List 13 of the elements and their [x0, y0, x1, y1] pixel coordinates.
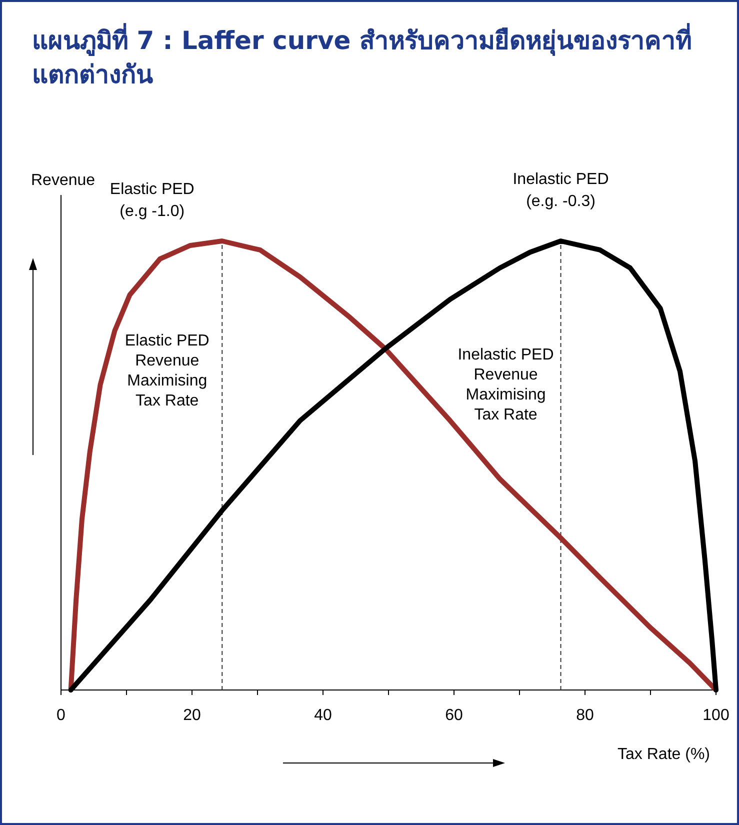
series-label: Elastic PED (e.g -1.0)	[110, 181, 194, 220]
y-axis-title: Revenue	[31, 172, 96, 189]
x-tick-label: 100	[702, 707, 730, 724]
x-tick-label: 0	[56, 707, 66, 724]
ref-line-label: Inelastic PED Revenue Maximising Tax Rate	[458, 346, 554, 424]
x-tick-label: 40	[314, 707, 332, 724]
x-tick-label: 60	[445, 707, 463, 724]
text: Inelastic PED (e.g. -0.3)	[512, 171, 609, 210]
x-tick-label: 20	[183, 707, 201, 724]
x-axis-title: Tax Rate (%)	[618, 746, 710, 763]
chart-title: แผนภูมิที่ 7 : Laffer curve สำหรับความยืดหยุ่นของราคาที่แตกต่างกัน	[32, 24, 692, 91]
ref-line-label: Elastic PED Revenue Maximising Tax Rate	[124, 332, 210, 410]
x-tick-label: 80	[576, 707, 594, 724]
